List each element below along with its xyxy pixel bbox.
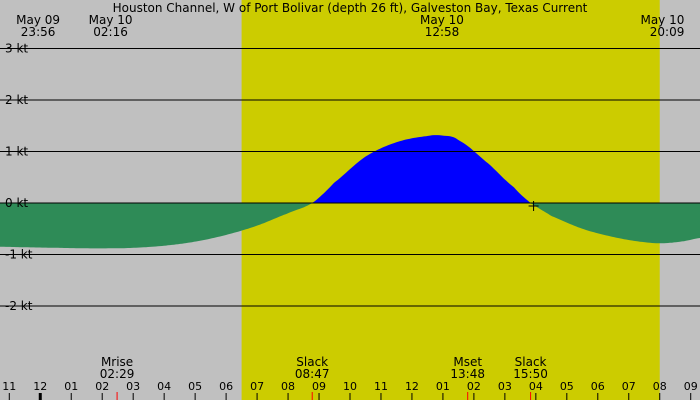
hour-tick-label: 07 — [622, 380, 636, 393]
hour-tick-label: 02 — [95, 380, 109, 393]
hour-axis: 11 12 01 02 03 04 05 06 07 08 09 10 11 12 01 02 03 04 05 06… — [2, 380, 698, 400]
hour-tick-label: 12 — [405, 380, 419, 393]
top-event-time: 02:16 — [93, 25, 128, 39]
bottom-event-name: Slack — [296, 355, 328, 369]
hour-tick-label: 05 — [560, 380, 574, 393]
top-event-time: 20:09 — [650, 25, 685, 39]
bottom-event-name: Mrise — [101, 355, 133, 369]
hour-tick-label: 03 — [126, 380, 140, 393]
bottom-event-name: Mset — [453, 355, 482, 369]
bottom-event-time: 13:48 — [450, 367, 485, 381]
top-event-time: 12:58 — [425, 25, 460, 39]
bottom-event-name: Slack — [515, 355, 547, 369]
y-tick-label: 0 kt — [5, 196, 28, 210]
bottom-event-time: 02:29 — [100, 367, 135, 381]
y-tick-label: -1 kt — [5, 248, 33, 262]
top-event-date: May 10 — [89, 13, 133, 27]
hour-tick-label: 09 — [684, 380, 698, 393]
y-tick-label: 3 kt — [5, 42, 28, 56]
top-event-date: May 09 — [16, 13, 60, 27]
y-gridlines — [0, 48, 700, 307]
ebb-current-area — [0, 203, 700, 249]
flood-current-area — [0, 135, 700, 203]
current-time-marker — [528, 201, 539, 211]
hour-tick-label: 12 — [33, 380, 47, 393]
hour-tick-label: 10 — [343, 380, 357, 393]
hour-tick-label: 08 — [653, 380, 667, 393]
top-event-time: 23:56 — [21, 25, 56, 39]
y-tick-label: 1 kt — [5, 145, 28, 159]
y-axis-labels: 3 kt 2 kt 1 kt 0 kt -1 kt -2 kt — [5, 42, 33, 314]
event-markers — [116, 392, 532, 400]
hour-tick-label: 03 — [498, 380, 512, 393]
y-tick-label: 2 kt — [5, 93, 28, 107]
y-tick-label: -2 kt — [5, 299, 33, 313]
hour-tick-label: 06 — [219, 380, 233, 393]
hour-tick-label: 09 — [312, 380, 326, 393]
hour-tick-label: 07 — [250, 380, 264, 393]
hour-tick-label: 05 — [188, 380, 202, 393]
hour-tick-label: 01 — [436, 380, 450, 393]
hour-tick-label: 01 — [64, 380, 78, 393]
hour-tick-label: 04 — [529, 380, 543, 393]
hour-tick-label: 04 — [157, 380, 171, 393]
hour-tick-label: 02 — [467, 380, 481, 393]
bottom-event-time: 08:47 — [295, 367, 330, 381]
top-event-date: May 10 — [640, 13, 684, 27]
chart-title: Houston Channel, W of Port Bolivar (dept… — [113, 1, 588, 15]
hour-tick-label: 11 — [374, 380, 388, 393]
hour-tick-label: 11 — [2, 380, 16, 393]
hour-tick-label: 06 — [591, 380, 605, 393]
bottom-event-time: 15:50 — [513, 367, 548, 381]
top-event-date: May 10 — [420, 13, 464, 27]
hour-tick-label: 08 — [281, 380, 295, 393]
